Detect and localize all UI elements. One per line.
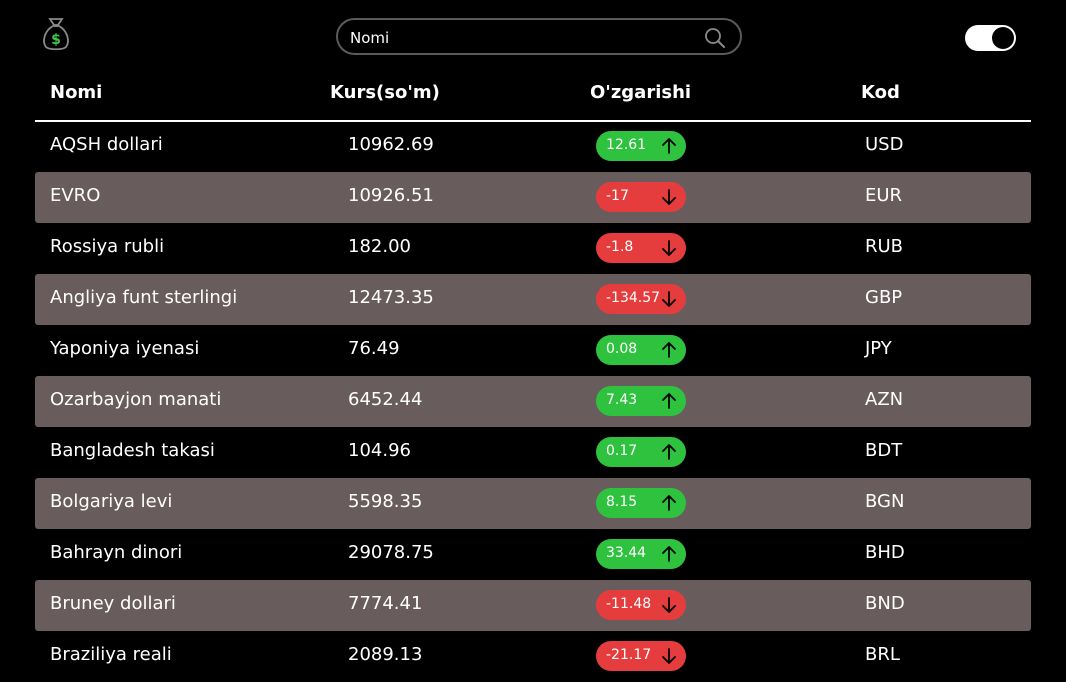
table-row[interactable]: Bahrayn dinori 29078.75 33.44 BHD [35,529,1031,580]
change-badge: 8.15 [596,488,686,518]
currency-code: BDT [865,440,903,461]
change-value: 8.15 [606,494,638,510]
change-value: -134.57 [606,290,661,306]
column-header-code: Kod [861,82,900,103]
currency-name: Angliya funt sterlingi [50,287,238,308]
table-row[interactable]: Rossiya rubli 182.00 -1.8 RUB [35,223,1031,274]
table-row[interactable]: Yaponiya iyenasi 76.49 0.08 JPY [35,325,1031,376]
exchange-rate: 12473.35 [348,287,434,308]
change-value: -1.8 [606,239,634,255]
currency-code: BHD [865,542,905,563]
arrow-up-icon [662,138,676,154]
currency-code: RUB [865,236,904,257]
change-badge: -11.48 [596,590,686,620]
change-value: 7.43 [606,392,638,408]
change-badge: 12.61 [596,131,686,161]
currency-code: USD [865,134,904,155]
currency-name: Bangladesh takasi [50,440,215,461]
exchange-rate: 5598.35 [348,491,423,512]
search-icon[interactable] [704,27,726,49]
currency-name: Ozarbayjon manati [50,389,222,410]
arrow-down-icon [662,291,676,307]
currency-code: GBP [865,287,903,308]
theme-toggle[interactable] [965,25,1016,51]
exchange-rate: 10926.51 [348,185,434,206]
exchange-rate: 10962.69 [348,134,434,155]
change-badge: 0.17 [596,437,686,467]
table-row[interactable]: AQSH dollari 10962.69 12.61 USD [35,121,1031,172]
currency-code: JPY [865,338,892,359]
column-header-rate: Kurs(so'm) [330,82,440,103]
currency-name: EVRO [50,185,101,206]
change-badge: -134.57 [596,284,686,314]
search-input[interactable] [348,26,692,50]
change-value: 12.61 [606,137,647,153]
change-badge: 0.08 [596,335,686,365]
column-header-change: O'zgarishi [590,82,692,103]
toggle-knob [992,27,1014,49]
change-value: -11.48 [606,596,652,612]
change-value: -17 [606,188,629,204]
money-bag-icon[interactable]: $ [40,16,72,52]
currency-code: EUR [865,185,903,206]
change-value: -21.17 [606,647,652,663]
column-header-name: Nomi [50,82,103,103]
table-row[interactable]: Ozarbayjon manati 6452.44 7.43 AZN [35,376,1031,427]
arrow-down-icon [662,597,676,613]
svg-text:$: $ [51,32,61,48]
change-badge: 7.43 [596,386,686,416]
exchange-rate: 104.96 [348,440,411,461]
currency-code: BND [865,593,905,614]
exchange-rate: 29078.75 [348,542,434,563]
currency-code: AZN [865,389,904,410]
table-row[interactable]: Braziliya reali 2089.13 -21.17 BRL [35,631,1031,682]
arrow-up-icon [662,393,676,409]
currency-name: Bruney dollari [50,593,176,614]
exchange-rate: 6452.44 [348,389,423,410]
currency-name: Rossiya rubli [50,236,165,257]
currency-table-body: AQSH dollari 10962.69 12.61 USD EVRO 10926.51… [35,121,1031,682]
currency-name: Bahrayn dinori [50,542,183,563]
change-badge: 33.44 [596,539,686,569]
arrow-up-icon [662,342,676,358]
table-row[interactable]: Bolgariya levi 5598.35 8.15 BGN [35,478,1031,529]
currency-name: Bolgariya levi [50,491,173,512]
change-value: 0.17 [606,443,638,459]
change-badge: -1.8 [596,233,686,263]
table-row[interactable]: EVRO 10926.51 -17 EUR [35,172,1031,223]
currency-code: BGN [865,491,905,512]
change-badge: -21.17 [596,641,686,671]
change-value: 0.08 [606,341,638,357]
currency-name: AQSH dollari [50,134,163,155]
search-box [336,18,742,55]
table-row[interactable]: Bruney dollari 7774.41 -11.48 BND [35,580,1031,631]
exchange-rate: 182.00 [348,236,411,257]
arrow-down-icon [662,189,676,205]
currency-name: Yaponiya iyenasi [50,338,200,359]
table-row[interactable]: Angliya funt sterlingi 12473.35 -134.57 GBP [35,274,1031,325]
arrow-up-icon [662,444,676,460]
exchange-rate: 7774.41 [348,593,423,614]
table-row[interactable]: Bangladesh takasi 104.96 0.17 BDT [35,427,1031,478]
change-value: 33.44 [606,545,647,561]
app-header: $ [0,0,1066,74]
table-header: Nomi Kurs(so'm) O'zgarishi Kod [35,74,1031,122]
arrow-down-icon [662,240,676,256]
arrow-up-icon [662,546,676,562]
arrow-down-icon [662,648,676,664]
change-badge: -17 [596,182,686,212]
exchange-rate: 76.49 [348,338,400,359]
arrow-up-icon [662,495,676,511]
